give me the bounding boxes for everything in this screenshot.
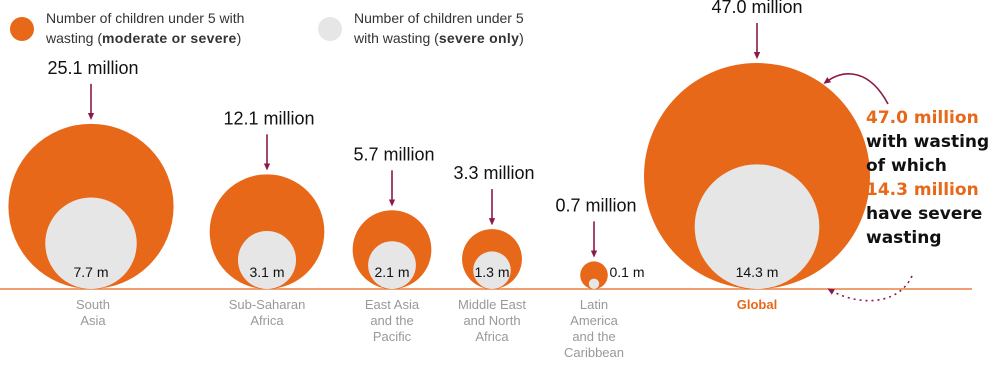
category-label-line: America — [570, 313, 618, 328]
category-label-sub-saharan-africa: Sub-Saharan Africa — [229, 297, 306, 328]
category-label-latin-america-and-the-caribbean: Latin America and the Caribbean — [564, 297, 624, 360]
global-callout: 47.0 million with wasting of which 14.3 … — [866, 106, 1005, 250]
category-label-line: and North — [463, 313, 520, 328]
category-label-line: Pacific — [373, 329, 412, 344]
legend-line-2: with wasting (severe only) — [354, 30, 524, 46]
callout-line-3: of which — [866, 156, 947, 176]
legend-label: Number of children under 5 with wasting … — [354, 8, 524, 48]
bubble-severe-latin-america-and-the-caribbean — [588, 278, 600, 289]
severe-label-east-asia-and-the-pacific: 2.1 m — [374, 264, 409, 280]
severe-label-sub-saharan-africa: 3.1 m — [249, 264, 284, 280]
category-label-line: and the — [370, 313, 413, 328]
callout-arrow-top — [823, 73, 889, 105]
category-label-line: Global — [737, 297, 777, 312]
severe-label-south-asia: 7.7 m — [73, 264, 108, 280]
bubble-severe-sub-saharan-africa — [237, 230, 297, 289]
total-label-global: 47.0 million — [711, 0, 802, 17]
bubble-severe-south-asia — [45, 197, 137, 289]
grey-circle-icon — [318, 17, 342, 41]
callout-arrow-bottom — [827, 275, 913, 302]
total-label-middle-east-and-north-africa: 3.3 million — [453, 163, 534, 183]
category-label-line: Asia — [80, 313, 106, 328]
category-label-south-asia: South Asia — [76, 297, 110, 328]
legend-label: Number of children under 5 with wasting … — [46, 8, 244, 48]
total-label-east-asia-and-the-pacific: 5.7 million — [353, 144, 434, 164]
bubble-severe-middle-east-and-north-africa — [473, 251, 511, 289]
legend-item-severe-only: Number of children under 5 with wasting … — [318, 8, 598, 52]
category-label-line: South — [76, 297, 110, 312]
category-label-line: Latin — [580, 297, 608, 312]
callout-line-2: with wasting — [866, 132, 990, 152]
bubble-severe-east-asia-and-the-pacific — [368, 241, 416, 289]
category-label-line: Middle East — [458, 297, 526, 312]
legend-item-moderate-or-severe: Number of children under 5 with wasting … — [10, 8, 310, 52]
severe-label-latin-america-and-the-caribbean: 0.1 m — [609, 264, 644, 280]
callout-line-5: have severe — [866, 204, 983, 224]
severe-label-middle-east-and-north-africa: 1.3 m — [474, 264, 509, 280]
category-label-line: Africa — [475, 329, 509, 344]
category-label-line: East Asia — [365, 297, 420, 312]
category-label-global: Global — [737, 297, 777, 312]
callout-total: 47.0 million — [866, 108, 979, 128]
callout-severe: 14.3 million — [866, 180, 979, 200]
legend-line-2: wasting (moderate or severe) — [46, 30, 242, 46]
category-label-line: Africa — [250, 313, 284, 328]
category-label-middle-east-and-north-africa: Middle East and North Africa — [458, 297, 526, 344]
category-label-line: Sub-Saharan — [229, 297, 306, 312]
legend-line-1: Number of children under 5 — [354, 10, 524, 26]
total-label-latin-america-and-the-caribbean: 0.7 million — [555, 195, 636, 215]
total-label-south-asia: 25.1 million — [47, 58, 138, 78]
bubble-severe-global — [694, 164, 820, 289]
callout-line-6: wasting — [866, 228, 942, 248]
category-label-east-asia-and-the-pacific: East Asia and the Pacific — [365, 297, 420, 344]
severe-label-global: 14.3 m — [736, 264, 779, 280]
total-label-sub-saharan-africa: 12.1 million — [223, 108, 314, 128]
orange-circle-icon — [10, 17, 34, 41]
category-label-line: and the — [572, 329, 615, 344]
category-label-line: Caribbean — [564, 345, 624, 360]
bubble-total-latin-america-and-the-caribbean — [580, 261, 608, 289]
legend-line-1: Number of children under 5 with — [46, 10, 245, 26]
